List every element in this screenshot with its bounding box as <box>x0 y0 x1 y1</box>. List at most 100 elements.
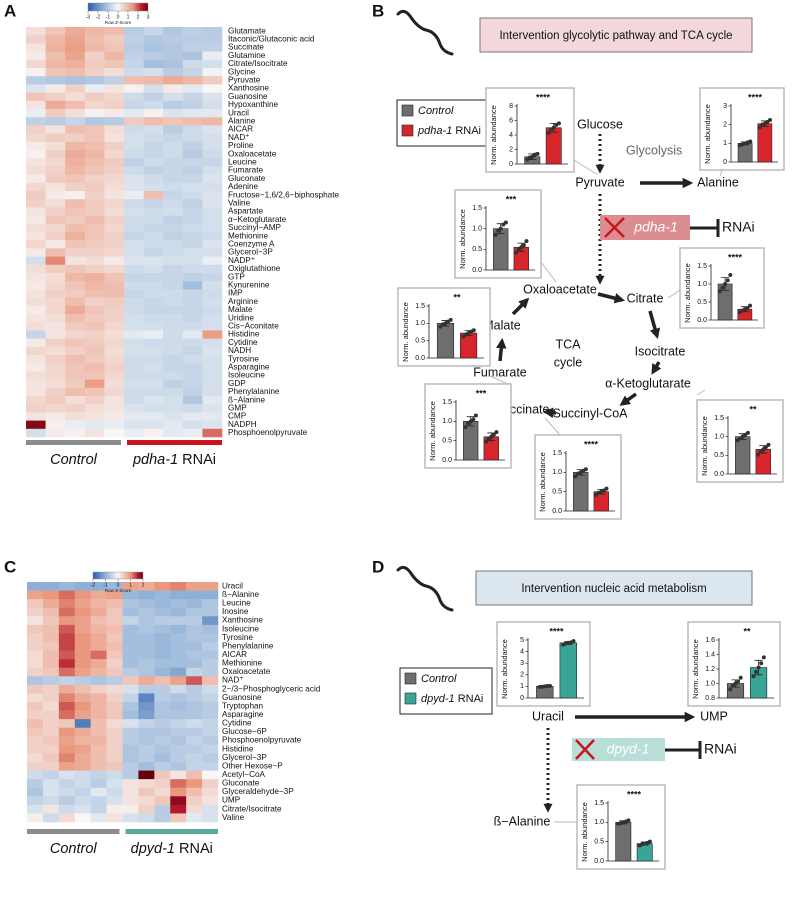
significance: **** <box>536 92 551 102</box>
heatmap-cell <box>122 813 139 823</box>
node-label: Fumarate <box>473 365 527 379</box>
data-point <box>489 434 494 439</box>
heatmap-cell <box>104 109 125 118</box>
heatmap-cell <box>124 27 144 36</box>
data-point <box>757 125 762 130</box>
heatmap-cell <box>104 412 125 421</box>
y-tick-label: 0.0 <box>714 471 724 478</box>
heatmap-cell <box>202 199 223 208</box>
heatmap-cell <box>45 273 66 282</box>
heatmap-cell <box>27 650 44 660</box>
heatmap-cell <box>104 100 125 110</box>
heatmap-cell <box>186 770 203 780</box>
row-label: Succinate <box>228 43 264 52</box>
heatmap-cell <box>138 727 155 737</box>
data-point <box>503 220 508 225</box>
heatmap-cell <box>122 667 139 677</box>
heatmap-cell <box>84 141 105 151</box>
heatmap-cell <box>143 43 164 52</box>
heatmap-cell <box>58 702 76 711</box>
heatmap-cell <box>163 281 184 290</box>
arrow <box>542 407 557 418</box>
heatmap-cell <box>143 322 164 331</box>
heatmap-cell <box>65 182 86 192</box>
heatmap-cell <box>182 412 203 421</box>
heatmap-cell <box>104 322 125 331</box>
heatmap-cell <box>182 92 203 102</box>
heatmap-cell <box>106 659 123 669</box>
heatmap-cell <box>74 804 91 814</box>
heatmap-cell <box>182 191 203 200</box>
heatmap-cell <box>26 256 46 266</box>
heatmap-cell <box>58 719 76 729</box>
heatmap-cell <box>58 590 76 600</box>
heatmap-cell <box>104 355 125 364</box>
heatmap-cell <box>45 182 66 192</box>
row-label: Itaconic/Glutaconic acid <box>228 34 315 43</box>
heatmap-cell <box>122 693 139 703</box>
heatmap-cell <box>45 125 66 134</box>
heatmap-cell <box>202 109 223 118</box>
significance: ** <box>744 626 752 636</box>
heatmap-cell <box>170 590 187 600</box>
heatmap-cell <box>163 166 184 175</box>
heatmap-cell <box>163 289 184 298</box>
heatmap-cell <box>143 248 164 257</box>
row-label: Gluconate <box>228 174 266 183</box>
heatmap-cell <box>143 59 164 69</box>
heatmap-cell <box>182 150 203 159</box>
heatmap-cell <box>90 590 107 600</box>
heatmap-cell <box>154 693 171 703</box>
heatmap-cell <box>42 804 60 814</box>
heatmap-cell <box>84 289 105 298</box>
heatmap-cell <box>26 182 46 192</box>
heatmap-cell <box>45 215 66 225</box>
heatmap-cell <box>26 43 46 52</box>
heatmap-cell <box>163 338 184 348</box>
heatmap-cell <box>26 289 46 298</box>
heatmap-cell <box>65 248 86 257</box>
heatmap-cell <box>42 633 60 643</box>
heatmap-cell <box>143 256 164 266</box>
heatmap-cell <box>106 736 123 746</box>
heatmap-cell <box>202 232 223 241</box>
heatmap-cell <box>202 43 223 52</box>
node-label: Succinyl-CoA <box>552 406 628 420</box>
heatmap-cell <box>106 693 123 703</box>
heatmap-cell <box>90 770 107 780</box>
heatmap-cell <box>90 753 107 763</box>
color-key-label: -3 <box>86 14 91 20</box>
heatmap-cell <box>138 753 155 763</box>
significance: **** <box>627 789 642 799</box>
heatmap-cell <box>138 796 155 806</box>
row-label: UMP <box>222 796 241 805</box>
data-point <box>758 449 763 454</box>
heatmap-cell <box>84 264 105 274</box>
heatmap-cell <box>138 779 155 789</box>
row-label: Uracil <box>222 581 243 590</box>
heatmap-cell <box>122 642 139 651</box>
gene-label: dpyd-1 <box>607 741 650 757</box>
heatmap-cell <box>26 273 46 282</box>
heatmap-cell <box>84 207 105 216</box>
heatmap-cell <box>124 297 144 307</box>
y-tick-label: 1.5 <box>697 263 707 270</box>
heatmap-cell <box>182 256 203 266</box>
data-point <box>751 674 756 679</box>
heatmap-cell <box>26 396 46 405</box>
heatmap-cell <box>182 346 203 356</box>
heatmap-cell <box>163 182 184 192</box>
heatmap-cell <box>163 297 184 307</box>
heatmap-cell <box>65 264 86 274</box>
heatmap-cell <box>104 182 125 192</box>
y-axis-label: Norm. abundance <box>458 209 467 269</box>
heatmap-cell <box>65 51 86 61</box>
heatmap-cell <box>65 363 86 372</box>
y-tick-label: 1.0 <box>442 418 452 425</box>
legend-label: pdha-1 RNAi <box>417 125 481 137</box>
data-point <box>754 669 758 674</box>
heatmap-cell <box>138 616 155 626</box>
heatmap-cell <box>58 770 76 780</box>
row-label: Uracil <box>228 108 249 117</box>
heatmap-cell <box>65 133 86 143</box>
